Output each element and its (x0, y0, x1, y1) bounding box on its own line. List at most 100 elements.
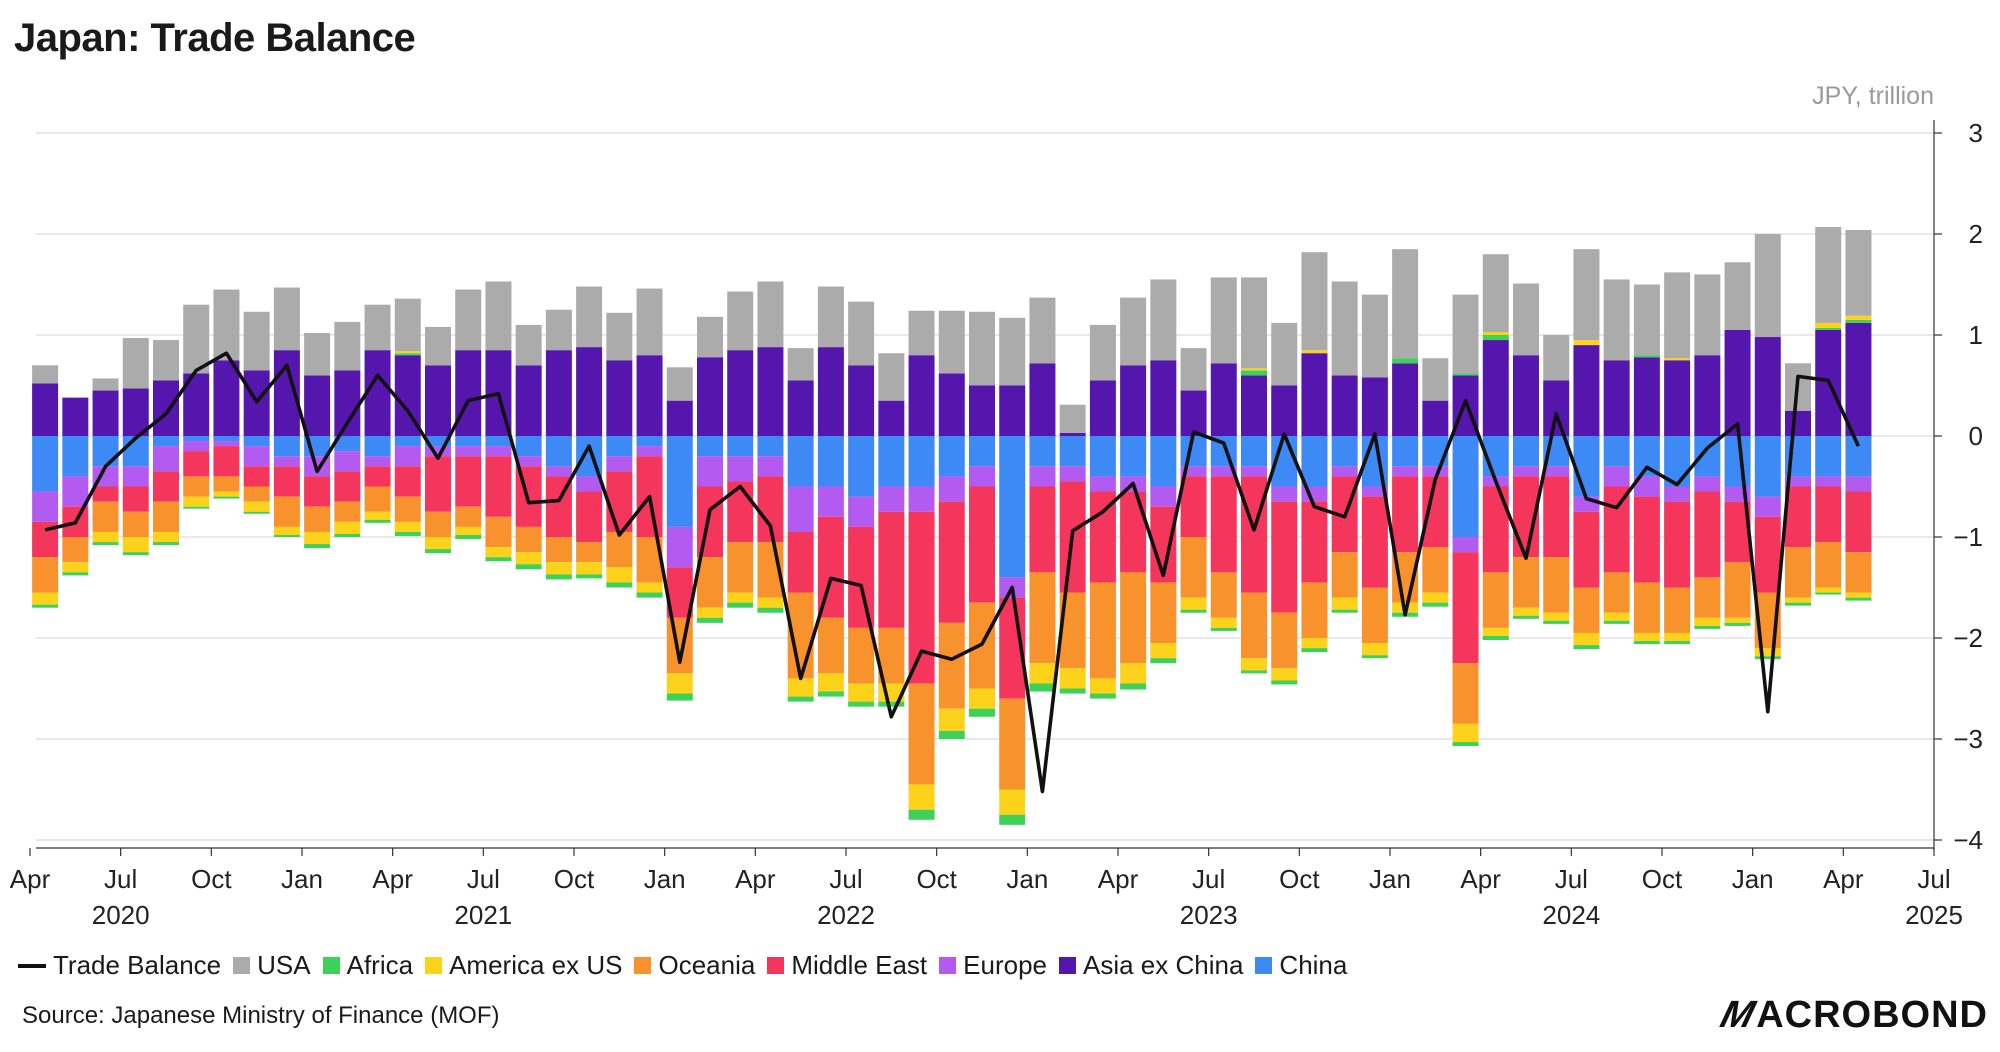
bar-segment-china (878, 436, 905, 487)
y-tick-label: −2 (1953, 623, 1983, 653)
bar-segment-oceania (304, 506, 331, 532)
legend-swatch (1255, 957, 1273, 974)
bar-segment-usa (1694, 274, 1721, 356)
bar-segment-china (1301, 436, 1328, 487)
bar-segment-asia-ex-china (62, 397, 89, 436)
bar-segment-africa (364, 519, 391, 523)
x-tick-label: Jan (1369, 864, 1411, 894)
bar-segment-usa (485, 281, 512, 351)
legend-label: USA (257, 950, 311, 980)
bar-segment-china (425, 436, 451, 447)
bar-segment-america-ex-us (1361, 643, 1388, 656)
legend-swatch (634, 957, 652, 974)
bar-segment-europe (878, 486, 905, 512)
bar-segment-china (1754, 436, 1781, 497)
bar-segment-oceania (1815, 542, 1842, 588)
bar-segment-america-ex-us (122, 537, 149, 553)
legend-swatch (939, 957, 957, 974)
bar-segment-oceania (62, 537, 89, 563)
bar-segment-oceania (455, 506, 482, 527)
bar-segment-europe (1543, 466, 1570, 477)
bar-segment-middle-east (92, 486, 119, 502)
bar-segment-asia-ex-china (999, 385, 1026, 436)
bar-segment-asia-ex-china (666, 400, 693, 436)
bar-segment-europe (273, 456, 300, 467)
bar-segment-oceania (848, 627, 875, 684)
bar-segment-america-ex-us (1694, 617, 1721, 626)
legend-swatch (767, 957, 785, 974)
bar-segment-africa (1241, 670, 1267, 674)
bar-segment-europe (938, 476, 965, 502)
bar-segment-asia-ex-china (606, 360, 633, 436)
x-tick-label: Apr (735, 864, 776, 894)
x-tick-label: Jul (1555, 864, 1588, 894)
x-tick-label: Oct (1279, 864, 1320, 894)
bar-segment-africa (394, 353, 421, 356)
bar-segment-asia-ex-china (1422, 400, 1449, 436)
bar-segment-europe (62, 476, 89, 507)
legend-item-oceania: Oceania (634, 950, 755, 981)
bar-segment-asia-ex-china (1633, 357, 1660, 436)
bar-segment-oceania (122, 511, 149, 537)
bar-segment-china (1573, 436, 1600, 497)
x-tick-label: Oct (191, 864, 232, 894)
bar-segment-usa (938, 310, 965, 374)
bar-segment-asia-ex-china (1210, 363, 1237, 436)
bar-segment-china (1059, 436, 1086, 467)
bar-segment-china (969, 436, 995, 467)
bar-segment-middle-east (334, 471, 361, 502)
bar-segment-asia-ex-china (1482, 340, 1509, 436)
bar-segment-china (817, 436, 844, 487)
x-tick-label: Jul (104, 864, 137, 894)
legend-label: Oceania (658, 950, 756, 980)
bar-segment-africa (1815, 592, 1842, 595)
bar-segment-asia-ex-china (122, 388, 149, 436)
bar-segment-middle-east (1754, 516, 1781, 593)
y-tick-label: 0 (1969, 421, 1983, 451)
legend-label: Africa (346, 950, 414, 980)
bar-segment-america-ex-us (1754, 648, 1781, 657)
bar-segment-africa (334, 533, 361, 537)
bar-segment-america-ex-us (636, 582, 663, 593)
bar-segment-america-ex-us (1482, 627, 1509, 636)
legend-item-trade-balance: Trade Balance (18, 950, 221, 981)
bar-segment-oceania (1422, 547, 1449, 593)
bar-segment-europe (1210, 466, 1237, 477)
bar-segment-china (455, 436, 482, 447)
x-tick-label: Jul (1192, 864, 1225, 894)
legend: Trade Balance USA Africa America ex US Ocean… (18, 950, 1359, 981)
bar-segment-asia-ex-china (1694, 355, 1721, 436)
bar-segment-africa (1845, 597, 1872, 601)
bar-segment-oceania (1603, 572, 1630, 613)
bar-segment-china (1241, 436, 1267, 467)
bar-segment-europe (636, 446, 663, 457)
bar-segment-europe (1785, 476, 1811, 487)
bar-segment-asia-ex-china (757, 347, 784, 436)
bar-segment-usa (727, 291, 754, 351)
bar-segment-oceania (1633, 582, 1660, 633)
bar-segment-america-ex-us (1664, 632, 1691, 642)
bar-segment-africa (1513, 615, 1539, 619)
bar-segment-africa (938, 730, 965, 739)
bar-segment-europe (576, 476, 603, 492)
bar-segment-europe (485, 446, 512, 457)
bar-segment-oceania (1543, 557, 1570, 613)
bar-segment-africa (1694, 625, 1721, 629)
bar-segment-usa (1422, 358, 1449, 401)
bar-segment-europe (425, 446, 451, 457)
bar-segment-america-ex-us (787, 678, 814, 697)
bar-segment-middle-east (394, 466, 421, 497)
bar-segment-usa (1482, 254, 1509, 332)
bar-segment-europe (606, 456, 633, 472)
bar-segment-asia-ex-china (425, 365, 451, 436)
bar-segment-africa (1724, 622, 1751, 626)
bar-segment-africa (273, 534, 300, 537)
bar-segment-middle-east (1482, 486, 1509, 573)
bar-segment-usa (1724, 262, 1751, 330)
bar-segment-middle-east (1089, 491, 1116, 583)
x-tick-label: Jan (281, 864, 323, 894)
bar-segment-america-ex-us (757, 597, 784, 608)
bar-segment-middle-east (122, 486, 149, 512)
bar-segment-asia-ex-china (92, 390, 119, 436)
bar-segment-america-ex-us (1241, 658, 1267, 671)
